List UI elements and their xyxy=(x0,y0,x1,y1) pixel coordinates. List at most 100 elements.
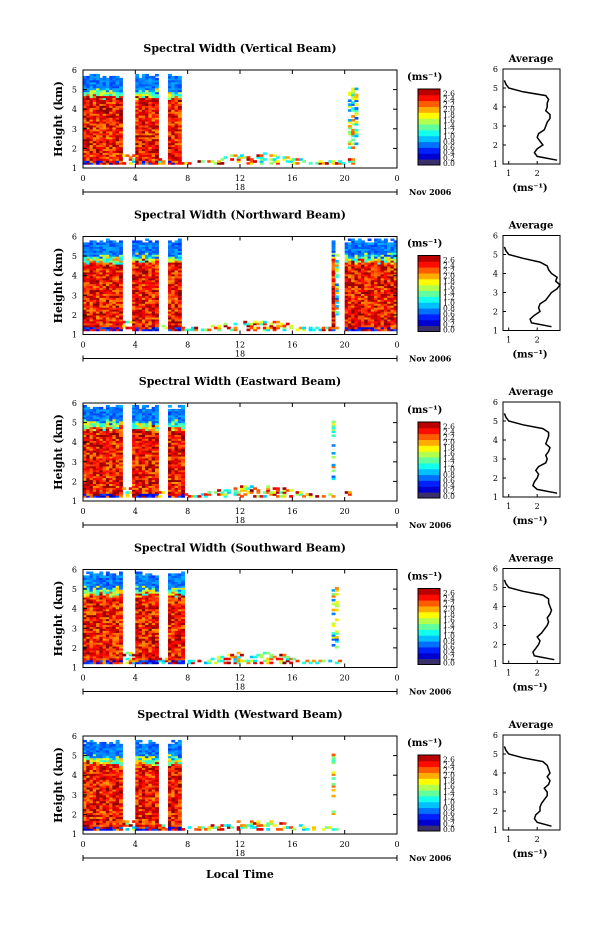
heatmap-cell xyxy=(207,329,211,332)
heatmap-cell xyxy=(335,284,339,287)
colorbar-swatch xyxy=(418,451,440,457)
heatmap-cell xyxy=(355,121,359,124)
heatmap-cell xyxy=(224,323,228,326)
panel-title: Spectral Width (Eastward Beam) xyxy=(139,375,341,388)
y-tick-label: 3 xyxy=(72,125,77,134)
heatmap-cell xyxy=(155,405,159,408)
heatmap-cell xyxy=(296,162,300,165)
colorbar-swatch xyxy=(418,273,440,279)
average-y-tick-label: 1 xyxy=(493,493,498,502)
heatmap-cell xyxy=(201,160,205,163)
y-tick-label: 5 xyxy=(72,252,77,261)
heatmap-cell xyxy=(335,305,339,308)
average-title: Average xyxy=(508,387,554,398)
heatmap-cell xyxy=(155,78,159,81)
colorbar-swatch xyxy=(418,302,440,308)
x-tick-label: 0 xyxy=(394,341,399,350)
x-tick-label: 12 xyxy=(235,341,245,350)
heatmap-cell xyxy=(315,495,319,498)
colorbar-swatch xyxy=(418,434,440,440)
heatmap-cell xyxy=(332,444,336,447)
colorbar-swatch xyxy=(418,285,440,291)
colorbar-swatch xyxy=(418,112,440,118)
colorbar-swatch xyxy=(418,89,440,95)
average-profile-line xyxy=(504,247,560,327)
date-label: Nov 2006 xyxy=(409,520,452,530)
y-tick-label: 5 xyxy=(72,86,77,95)
heatmap-cell xyxy=(332,434,336,437)
heatmap-cell xyxy=(234,327,238,330)
y-axis-label: Height (km) xyxy=(52,414,65,490)
colorbar-swatch xyxy=(418,422,440,428)
x-tick-label: 4 xyxy=(133,174,138,183)
colorbar-swatch xyxy=(418,118,440,124)
average-y-tick-label: 5 xyxy=(493,251,498,260)
heatmap-cell xyxy=(162,160,166,163)
colorbar-swatch xyxy=(418,428,440,434)
average-y-tick-label: 3 xyxy=(493,289,498,298)
heatmap-cell xyxy=(188,162,192,165)
heatmap-cell xyxy=(368,239,372,242)
heatmap-cells xyxy=(83,405,352,498)
y-tick-label: 6 xyxy=(72,66,77,75)
x-tick-label: 0 xyxy=(394,507,399,516)
x-tick-label: 0 xyxy=(80,507,85,516)
heatmap-cell xyxy=(230,158,234,161)
colorbar-swatch xyxy=(418,148,440,154)
average-x-tick-label: 2 xyxy=(535,169,540,178)
heatmap-cell xyxy=(351,146,355,149)
average-x-label: (ms⁻¹) xyxy=(512,350,547,361)
y-tick-label: 3 xyxy=(72,291,77,300)
heatmap-cell xyxy=(263,495,267,498)
average-y-tick-label: 5 xyxy=(493,84,498,93)
heatmap-cell xyxy=(309,162,313,165)
y-tick-label: 2 xyxy=(72,477,77,486)
x-tick-label: 0 xyxy=(394,174,399,183)
day-label: 18 xyxy=(235,516,245,525)
colorbar-swatch xyxy=(418,130,440,136)
beam-panel: Spectral Width (Eastward Beam) Height (km… xyxy=(52,375,560,530)
average-y-tick-label: 4 xyxy=(493,270,498,279)
x-tick-label: 8 xyxy=(185,341,190,350)
y-tick-label: 2 xyxy=(72,144,77,153)
heatmap-cell xyxy=(355,129,359,132)
y-axis-label: Height (km) xyxy=(52,581,65,657)
heatmap-cell xyxy=(332,456,336,459)
heatmap-cell xyxy=(332,240,336,243)
x-tick-label: 20 xyxy=(340,174,350,183)
heatmap-cell xyxy=(351,158,355,161)
heatmap-cell xyxy=(234,323,238,326)
average-y-tick-label: 5 xyxy=(493,417,498,426)
heatmap-cell xyxy=(335,254,339,257)
heatmap-cell xyxy=(309,493,313,496)
heatmap-cell xyxy=(256,327,260,330)
heatmap-cell xyxy=(227,489,231,492)
colorbar-swatch xyxy=(418,256,440,262)
x-tick-label: 20 xyxy=(340,507,350,516)
heatmap-cell xyxy=(335,274,339,277)
average-y-tick-label: 4 xyxy=(493,436,498,445)
x-tick-label: 20 xyxy=(340,341,350,350)
heatmap-cell xyxy=(335,295,339,298)
heatmap-cell xyxy=(181,405,185,408)
heatmap-cell xyxy=(263,321,267,324)
colorbar-swatch xyxy=(418,95,440,101)
heatmap-cells xyxy=(83,572,342,665)
colorbar: (ms⁻¹)2.62.42.22.01.81.61.41.21.00.80.60… xyxy=(407,405,455,501)
heatmap-cell xyxy=(135,405,139,408)
panel-title: Spectral Width (Northward Beam) xyxy=(134,209,346,222)
y-tick-label: 1 xyxy=(72,331,77,340)
heatmap-cell xyxy=(348,491,352,494)
average-y-tick-label: 4 xyxy=(493,103,498,112)
average-y-tick-label: 2 xyxy=(493,308,498,317)
x-tick-label: 12 xyxy=(235,174,245,183)
heatmap-cell xyxy=(289,325,293,328)
colorbar-swatch xyxy=(418,296,440,302)
y-tick-label: 2 xyxy=(72,311,77,320)
average-title: Average xyxy=(508,54,554,65)
heatmap-cell xyxy=(220,162,224,165)
y-tick-label: 5 xyxy=(72,419,77,428)
heatmap-cell xyxy=(122,487,126,490)
